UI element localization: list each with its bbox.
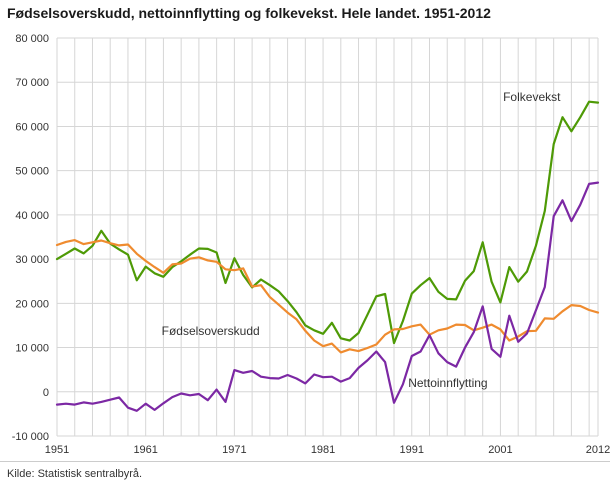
svg-text:70 000: 70 000 xyxy=(15,77,49,89)
svg-text:20 000: 20 000 xyxy=(15,298,49,310)
svg-text:2001: 2001 xyxy=(488,444,512,456)
svg-text:2012: 2012 xyxy=(586,444,610,456)
series-label-nettoinnflytting: Nettoinnflytting xyxy=(408,375,488,390)
svg-text:60 000: 60 000 xyxy=(15,121,49,133)
svg-text:1981: 1981 xyxy=(311,444,335,456)
svg-text:1971: 1971 xyxy=(222,444,246,456)
svg-text:40 000: 40 000 xyxy=(15,210,49,222)
svg-text:10 000: 10 000 xyxy=(15,343,49,355)
chart-title: Fødselsoverskudd, nettoinnflytting og fo… xyxy=(7,5,491,21)
series-label-folkevekst: Folkevekst xyxy=(503,89,561,104)
source-text: Kilde: Statistisk sentralbyrå. xyxy=(7,468,143,480)
series-label-fodselsoverskudd: Fødselsoverskudd xyxy=(161,323,260,338)
svg-text:1951: 1951 xyxy=(45,444,69,456)
svg-text:50 000: 50 000 xyxy=(15,166,49,178)
footer-divider xyxy=(0,461,610,462)
svg-text:0: 0 xyxy=(43,387,49,399)
svg-text:-10 000: -10 000 xyxy=(12,431,49,443)
svg-text:1991: 1991 xyxy=(400,444,424,456)
svg-text:1961: 1961 xyxy=(133,444,157,456)
svg-text:80 000: 80 000 xyxy=(15,33,49,45)
svg-text:30 000: 30 000 xyxy=(15,254,49,266)
